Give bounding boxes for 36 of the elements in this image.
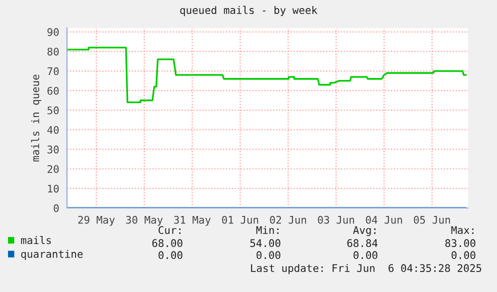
text: 68.84 bbox=[347, 239, 378, 248]
x-tick-label: 30 May bbox=[126, 216, 163, 226]
text: 68.00 bbox=[152, 239, 182, 248]
y-tick-label: 40 bbox=[47, 126, 59, 134]
y-axis-title: mails in queue bbox=[31, 74, 42, 162]
y-tick-label: 20 bbox=[48, 165, 59, 174]
chart-title: queued mails - by week bbox=[180, 6, 318, 16]
text: 0.00 bbox=[158, 251, 182, 260]
legend-label: mails bbox=[21, 236, 51, 244]
x-tick-label: 01 Jun bbox=[222, 216, 258, 224]
text: 54.00 bbox=[250, 239, 280, 248]
text: 0.00 bbox=[256, 251, 280, 260]
legend-label: quarantine bbox=[21, 250, 83, 260]
y-tick-label: 70 bbox=[48, 67, 59, 76]
y-tick-label: 30 bbox=[48, 146, 59, 154]
y-tick-label: 90 bbox=[47, 28, 59, 36]
x-tick-label: 02 Jun bbox=[270, 216, 306, 224]
x-tick-label: 04 Jun bbox=[366, 216, 402, 224]
text: Last update: Fri Jun 6 04:35:28 2025 bbox=[251, 264, 482, 274]
text: 83.00 bbox=[445, 239, 476, 248]
y-tick-label: 80 bbox=[47, 48, 59, 56]
x-tick-label: 31 May bbox=[174, 216, 211, 226]
text: Max: bbox=[451, 226, 474, 234]
x-tick-label: 05 Jun bbox=[414, 216, 450, 224]
text: 0.00 bbox=[452, 251, 476, 260]
y-tick-label: 60 bbox=[47, 86, 59, 95]
y-tick-label: 0 bbox=[54, 204, 59, 212]
y-tick-label: 10 bbox=[48, 184, 59, 193]
x-tick-label: 03 Jun bbox=[318, 216, 354, 224]
line-series bbox=[67, 46, 467, 104]
text: Avg: bbox=[353, 226, 376, 236]
text: 0.00 bbox=[354, 251, 378, 260]
text: Cur: bbox=[158, 226, 180, 234]
y-tick-label: 50 bbox=[48, 106, 59, 114]
text: Min: bbox=[256, 226, 278, 234]
x-tick-label: 29 May bbox=[78, 216, 115, 226]
